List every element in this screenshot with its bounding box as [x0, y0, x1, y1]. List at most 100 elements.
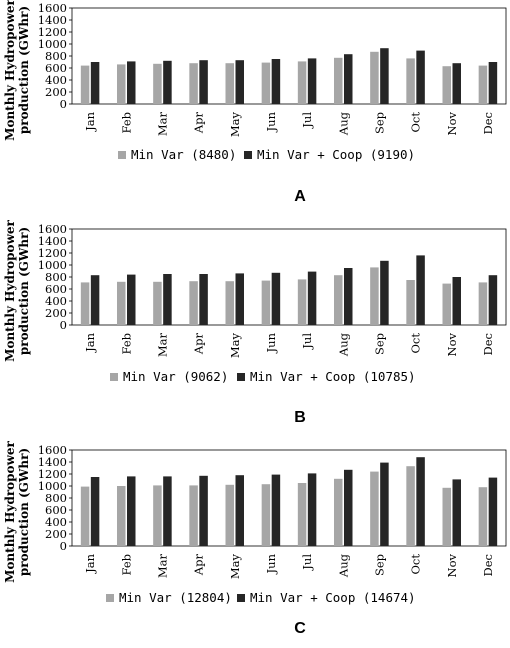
bar-min-var-coop — [163, 476, 172, 546]
x-tick-label: Sep — [372, 333, 386, 355]
bar-min-var — [478, 282, 488, 325]
bar-min-var — [225, 63, 234, 104]
legend-swatch — [237, 594, 245, 602]
bar-min-var-coop — [235, 60, 244, 104]
y-tick-label: 1000 — [38, 479, 67, 493]
plot-frame — [71, 449, 507, 547]
bar-min-var-coop — [235, 475, 244, 546]
x-tick-label: Jun — [264, 111, 278, 132]
x-tick-label: Aug — [336, 553, 350, 578]
y-tick-label: 0 — [60, 539, 67, 553]
y-tick-label: 200 — [45, 527, 67, 541]
bar-min-var — [261, 484, 271, 546]
y-tick-label: 1600 — [38, 1, 67, 15]
bar-min-var — [189, 485, 198, 546]
bar-min-var-coop — [344, 54, 353, 104]
legend-swatch — [237, 373, 245, 381]
bar-min-var-coop — [416, 457, 425, 546]
bar-min-var — [189, 281, 198, 325]
x-tick-label: Aug — [336, 332, 350, 357]
bar-min-var — [261, 62, 271, 104]
bar-min-var-coop — [452, 63, 461, 104]
y-tick-label: 200 — [45, 85, 67, 99]
bar-min-var-coop — [163, 60, 172, 104]
bar-min-var-coop — [271, 272, 281, 325]
bar-min-var — [225, 281, 234, 325]
y-tick-label: 200 — [45, 306, 67, 320]
legend-label: Min Var + Coop (9190) — [257, 147, 415, 162]
bar-min-var — [334, 275, 343, 325]
legend-label: Min Var (8480) — [131, 147, 236, 162]
bar-min-var-coop — [344, 268, 353, 325]
bar-min-var-coop — [488, 275, 498, 325]
y-tick-label: 1200 — [38, 246, 67, 260]
x-tick-label: Dec — [481, 554, 495, 576]
legend-swatch — [244, 151, 252, 159]
legend-swatch — [106, 594, 114, 602]
y-tick-label: 800 — [45, 491, 67, 505]
bar-min-var-coop — [344, 469, 353, 546]
x-tick-label: Jan — [83, 111, 97, 131]
legend-swatch — [110, 373, 118, 381]
bar-min-var-coop — [488, 62, 498, 104]
bar-min-var — [442, 66, 451, 104]
bar-min-var — [406, 280, 415, 325]
x-tick-label: Sep — [372, 554, 386, 576]
x-tick-label: Aug — [336, 111, 350, 136]
legend-label: Min Var + Coop (14674) — [250, 590, 416, 605]
bar-min-var — [442, 487, 451, 546]
bar-min-var — [406, 466, 415, 546]
bar-min-var-coop — [307, 473, 317, 546]
y-tick-label: 600 — [45, 282, 67, 296]
x-tick-label: Apr — [192, 554, 206, 577]
y-tick-label: 400 — [45, 294, 67, 308]
bar-min-var — [80, 282, 90, 325]
y-tick-label: 1600 — [38, 222, 67, 236]
y-axis-label: Monthly Hydropowerproduction (GWhr) — [3, 0, 31, 141]
bar-min-var-coop — [380, 462, 389, 546]
legend-label: Min Var (12804) — [119, 590, 232, 605]
panel-label: C — [294, 620, 306, 637]
y-tick-label: 1400 — [38, 455, 67, 469]
bar-min-var-coop — [90, 477, 100, 546]
x-tick-label: Jan — [83, 332, 97, 352]
y-tick-label: 0 — [60, 318, 67, 332]
y-tick-label: 800 — [45, 270, 67, 284]
legend-label: Min Var + Coop (10785) — [250, 369, 416, 384]
bar-min-var — [80, 486, 90, 546]
bar-min-var-coop — [307, 271, 317, 325]
y-axis-label: Monthly Hydropowerproduction (GWhr) — [3, 219, 31, 361]
bar-min-var — [117, 486, 126, 546]
y-tick-label: 400 — [45, 73, 67, 87]
y-tick-label: 600 — [45, 503, 67, 517]
y-tick-label: 800 — [45, 49, 67, 63]
y-axis-label-line: production (GWhr) — [17, 448, 31, 576]
bar-min-var-coop — [163, 274, 172, 325]
bar-min-var-coop — [416, 255, 425, 325]
bar-min-var — [117, 281, 126, 325]
panel-label: B — [294, 409, 306, 426]
x-tick-label: Mar — [155, 554, 169, 579]
bar-min-var — [370, 51, 379, 104]
bar-min-var — [442, 283, 451, 325]
y-tick-label: 0 — [60, 97, 67, 111]
x-tick-label: Oct — [409, 112, 423, 133]
bar-min-var — [189, 63, 198, 104]
x-tick-label: Jun — [264, 332, 278, 353]
x-tick-label: Mar — [155, 333, 169, 358]
bar-min-var — [370, 471, 379, 546]
bar-min-var — [334, 57, 343, 104]
x-tick-label: May — [228, 112, 242, 138]
x-tick-label: May — [228, 554, 242, 580]
plot-frame — [71, 228, 507, 326]
x-tick-label: Nov — [445, 332, 459, 356]
bar-min-var — [370, 267, 379, 325]
bar-min-var-coop — [127, 274, 136, 325]
bar-min-var-coop — [90, 62, 100, 104]
bar-min-var-coop — [452, 277, 461, 325]
bar-min-var — [117, 64, 126, 104]
panel-label: A — [294, 188, 306, 205]
